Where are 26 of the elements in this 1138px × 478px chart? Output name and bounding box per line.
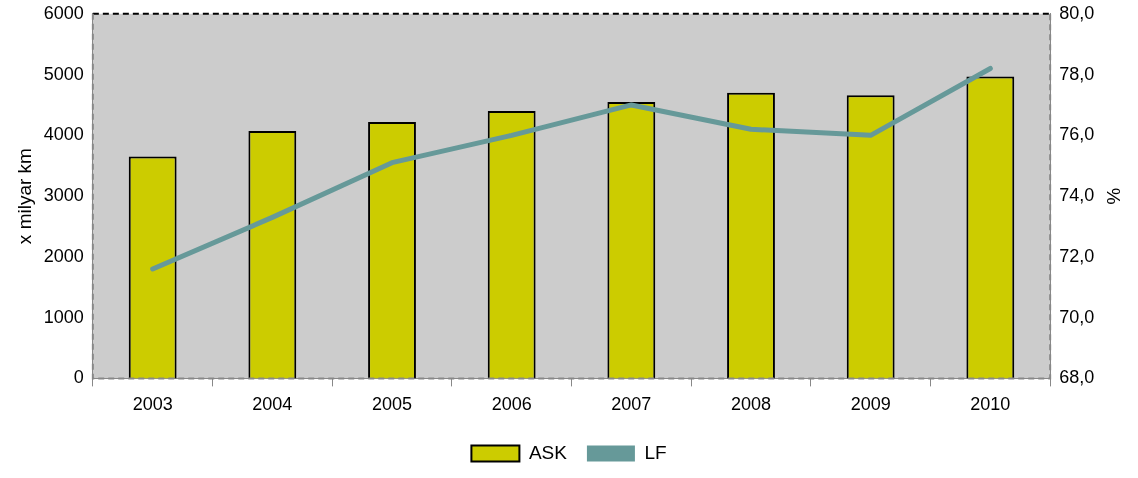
- x-tick-label: 2006: [491, 394, 532, 415]
- x-tick-label: 2010: [970, 394, 1011, 415]
- y2-tick-label: 70,0: [1059, 306, 1095, 327]
- x-tick-label: 2005: [371, 394, 413, 415]
- y2-tick-label: 78,0: [1059, 63, 1095, 84]
- y-tick-label: 3000: [43, 185, 84, 206]
- y-tick-label: 6000: [43, 2, 84, 23]
- y2-tick-label: 74,0: [1059, 185, 1095, 206]
- x-tick-label: 2009: [850, 394, 891, 415]
- y-tick-label: 0: [73, 367, 84, 388]
- legend-label: LF: [644, 441, 667, 463]
- y2-tick-label: 68,0: [1059, 367, 1095, 388]
- y-tick-label: 2000: [43, 245, 84, 266]
- y2-tick-label: 80,0: [1059, 2, 1095, 23]
- x-tick-label: 2003: [132, 394, 173, 415]
- y2-tick-label: 76,0: [1059, 124, 1095, 145]
- x-tick-label: 2007: [611, 394, 652, 415]
- y2-axis-title: %: [1103, 187, 1125, 205]
- y-tick-label: 4000: [43, 124, 84, 145]
- y-tick-label: 5000: [43, 63, 84, 84]
- legend-label: ASK: [528, 441, 568, 463]
- y-axis-title: x milyar km: [13, 148, 35, 245]
- y-tick-label: 1000: [43, 306, 84, 327]
- x-tick-label: 2004: [252, 394, 293, 415]
- x-tick-label: 2008: [730, 394, 772, 415]
- y2-tick-label: 72,0: [1059, 245, 1095, 266]
